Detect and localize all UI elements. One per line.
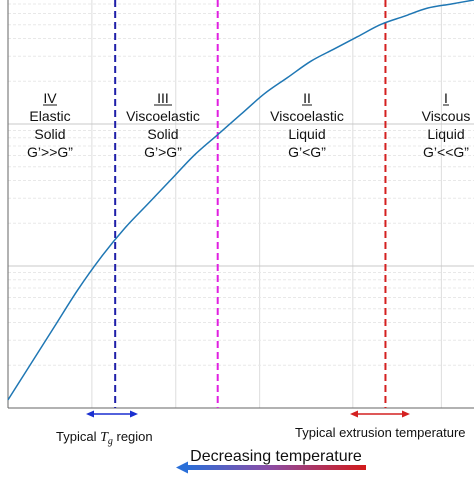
region-i-label: I Viscous Liquid G’<<G” bbox=[422, 90, 471, 160]
tg-prefix: Typical bbox=[56, 429, 100, 444]
region-line: Liquid bbox=[427, 126, 464, 142]
region-line: Solid bbox=[147, 126, 178, 142]
region-line: G’<<G” bbox=[423, 144, 469, 160]
region-numeral: III bbox=[157, 90, 169, 106]
region-iv-label: IV Elastic Solid G’>>G” bbox=[27, 90, 73, 160]
extrusion-label: Typical extrusion temperature bbox=[295, 425, 466, 440]
region-line: G’<G” bbox=[288, 144, 326, 160]
region-line: Liquid bbox=[288, 126, 325, 142]
tg-symbol: T bbox=[100, 430, 109, 445]
region-iii-label: III Viscoelastic Solid G’>G” bbox=[126, 90, 200, 160]
tg-suffix: region bbox=[113, 429, 153, 444]
region-numeral: IV bbox=[43, 90, 57, 106]
region-ii-label: II Viscoelastic Liquid G’<G” bbox=[270, 90, 344, 160]
region-line: Viscous bbox=[422, 108, 471, 124]
region-numeral: II bbox=[303, 90, 311, 106]
tg-region-arrow bbox=[86, 410, 138, 418]
region-line: Solid bbox=[34, 126, 65, 142]
extrusion-arrow bbox=[350, 410, 410, 418]
region-line: Viscoelastic bbox=[126, 108, 200, 124]
region-line: Viscoelastic bbox=[270, 108, 344, 124]
direction-label: Decreasing temperature bbox=[190, 448, 362, 465]
plot-area bbox=[8, 0, 474, 408]
tg-subscript: g bbox=[108, 436, 113, 447]
transition-lines bbox=[114, 0, 387, 408]
region-numeral: I bbox=[444, 90, 448, 106]
region-line: Elastic bbox=[29, 108, 70, 124]
region-line: G’>>G” bbox=[27, 144, 73, 160]
region-line: G’>G” bbox=[144, 144, 182, 160]
direction-arrow bbox=[176, 461, 366, 474]
region-labels: IV Elastic Solid G’>>G” III Viscoelastic… bbox=[27, 90, 470, 160]
modulus-curve bbox=[7, 0, 474, 401]
tg-region-label: Typical Tg region bbox=[56, 429, 153, 447]
